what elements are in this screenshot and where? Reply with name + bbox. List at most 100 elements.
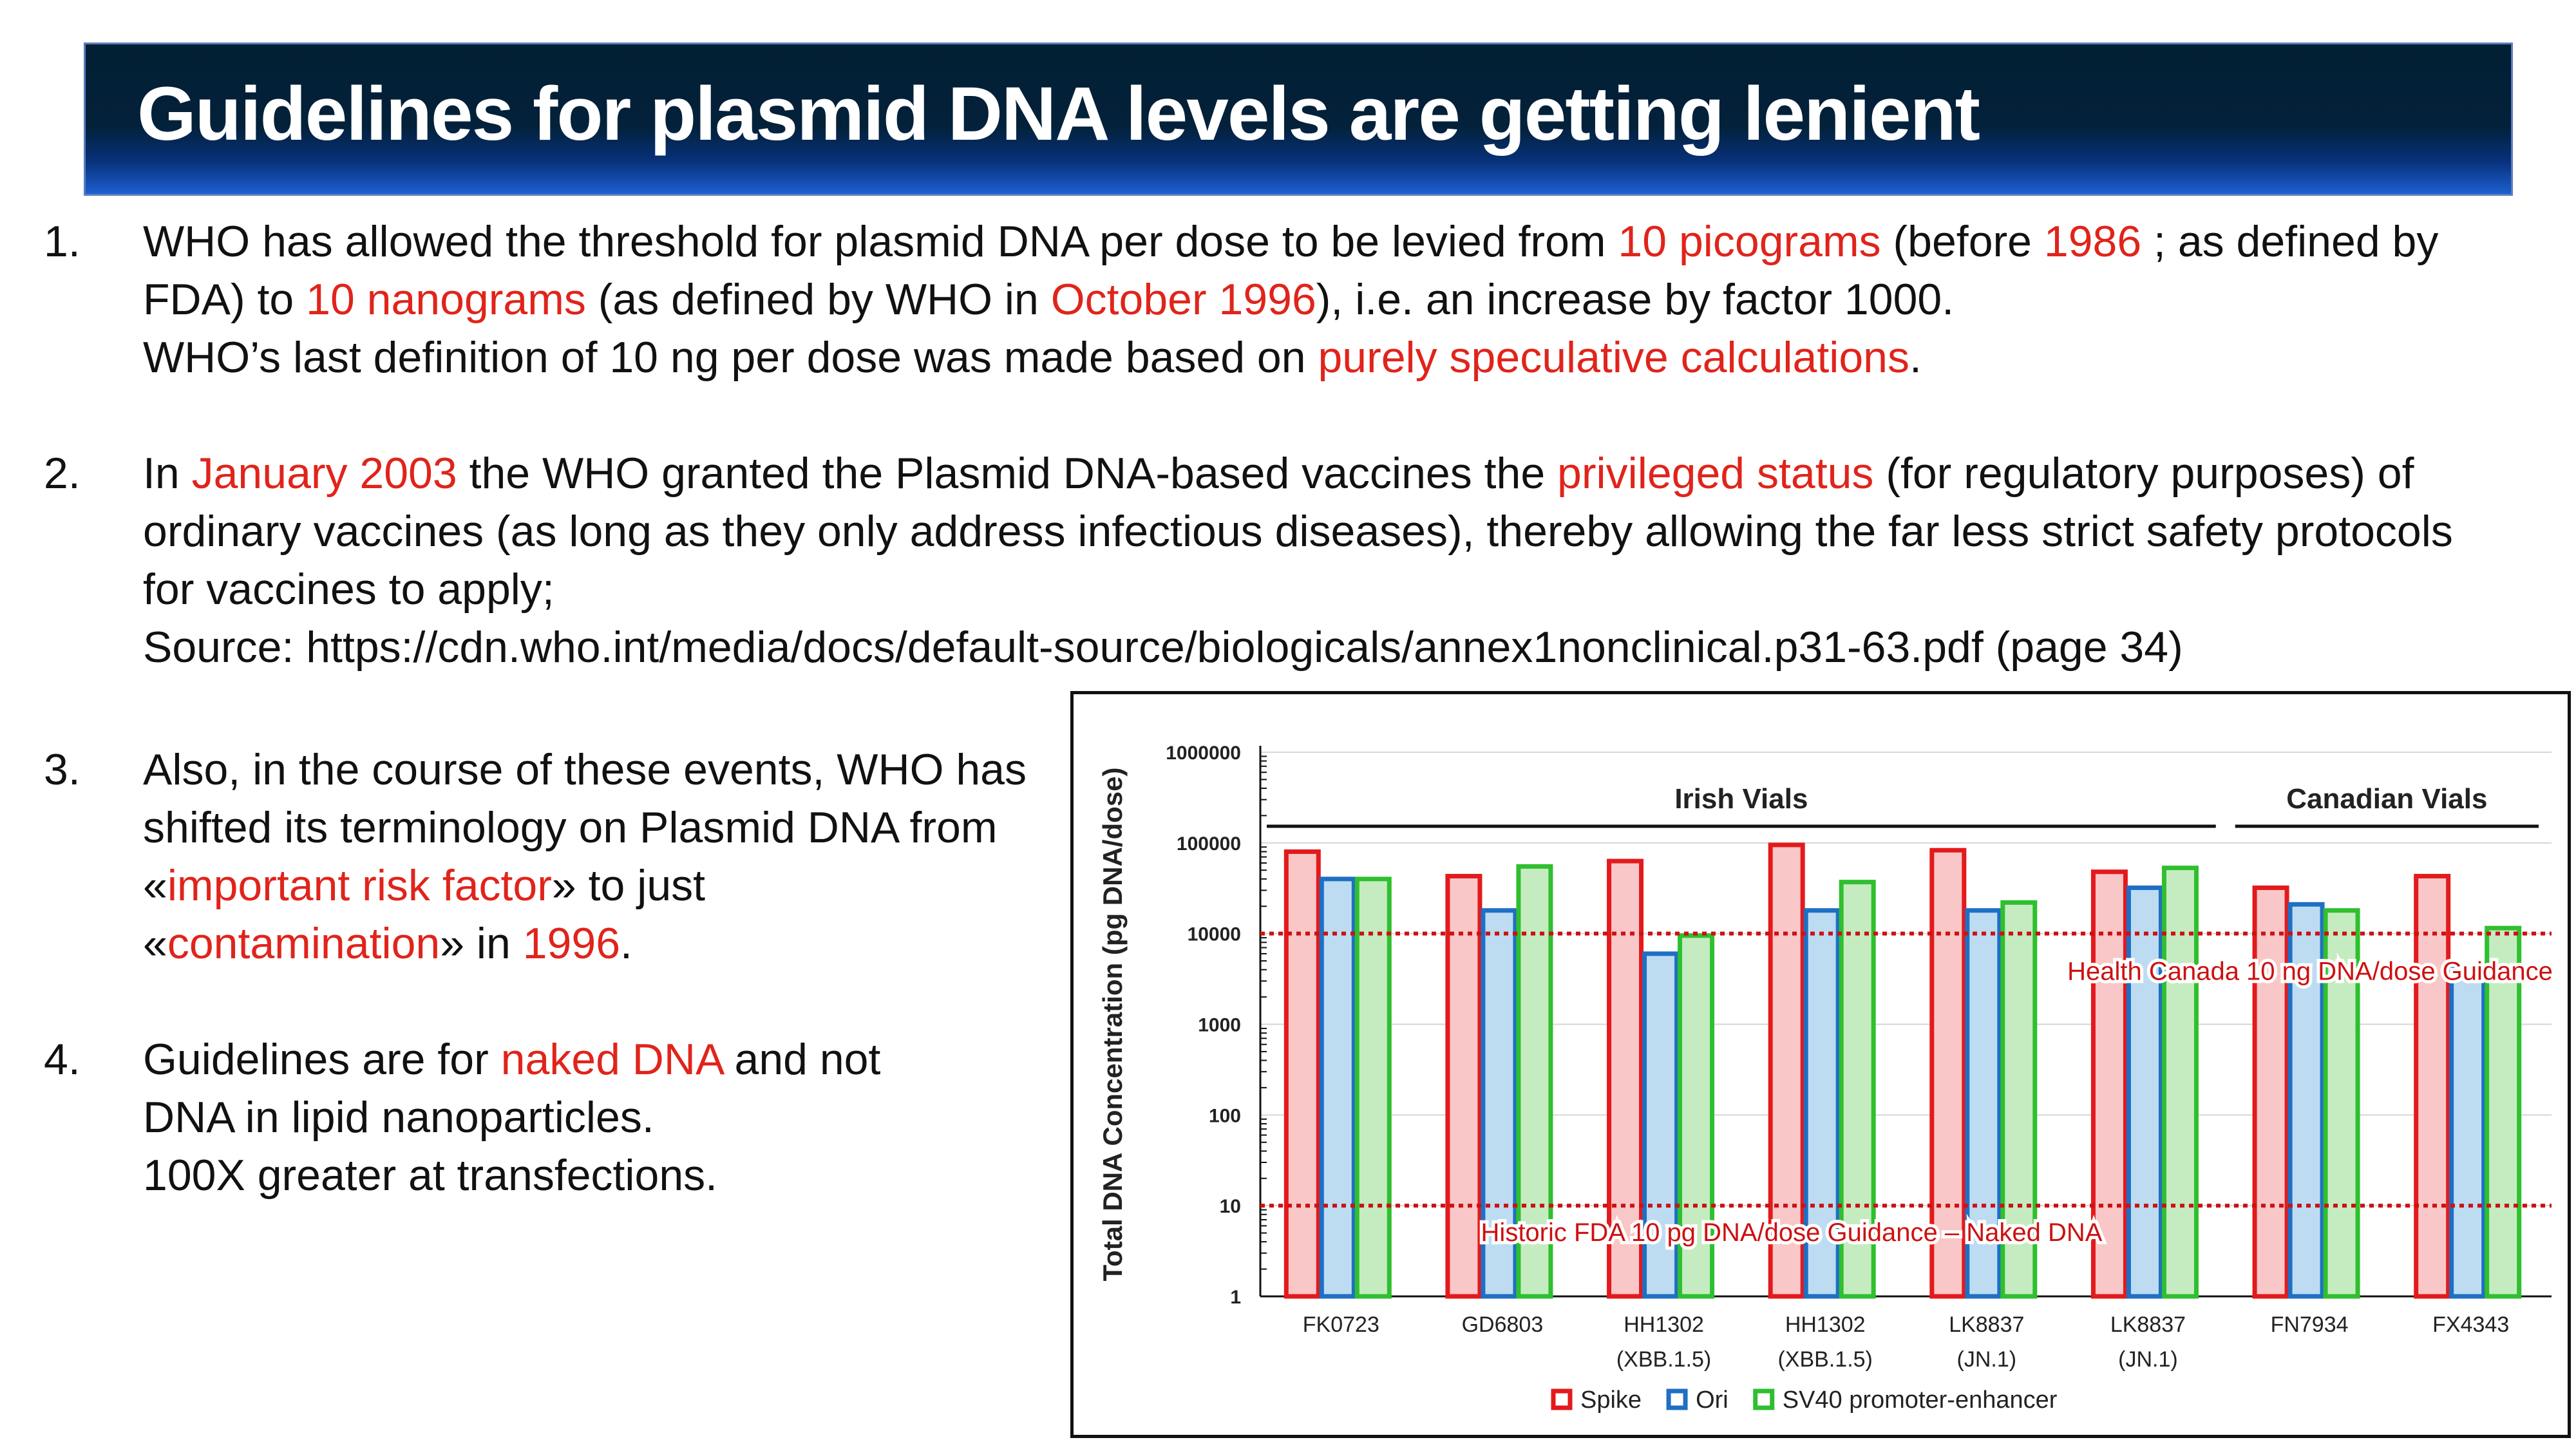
bar-ori (2449, 965, 2486, 1299)
bar-ori (1642, 951, 1680, 1299)
bar-spike (2414, 873, 2451, 1299)
text-segment: . (1909, 333, 1922, 382)
list-item-number: 3. (44, 745, 80, 794)
bar-sv40 (2161, 866, 2199, 1299)
text-segment: shifted its terminology on Plasmid DNA f… (143, 803, 998, 852)
y-tick-label: 1000 (1198, 1015, 1241, 1036)
list-item-line: FDA) to 10 nanograms (as defined by WHO … (143, 270, 1954, 328)
highlight-text: October 1996 (1050, 275, 1316, 324)
x-tick-label: FX4343 (2432, 1312, 2509, 1337)
list-item-number: 4. (44, 1035, 80, 1084)
list-item-line: 100X greater at transfections. (143, 1146, 717, 1204)
text-segment: for vaccines to apply; (143, 565, 554, 614)
reference-line-label: Health Canada 10 ng DNA/dose Guidance (2067, 958, 2553, 986)
text-segment: Also, in the course of these events, WHO… (143, 745, 1027, 794)
text-segment: ; as defined by (2141, 217, 2439, 266)
bar-ori (1965, 908, 2002, 1299)
bar-spike (2252, 886, 2289, 1299)
bar-sv40 (2323, 908, 2360, 1299)
y-tick-label: 100000 (1177, 833, 1241, 855)
chart-svg: 1 10 100 1000 10000 100000 1000000 Total DNA Co… (1097, 743, 2556, 1414)
text-segment: « (143, 861, 167, 910)
legend-swatch (1666, 1388, 1688, 1410)
y-tick-label: 1 (1230, 1287, 1241, 1308)
list-item-number: 1. (44, 217, 80, 266)
bar-sv40 (1678, 933, 1715, 1299)
list-item-line: «important risk factor» to just (143, 857, 705, 914)
bar-ori (1319, 876, 1356, 1299)
highlight-text: important risk factor (167, 861, 552, 910)
text-segment: In (143, 449, 192, 498)
list-item-number: 2. (44, 449, 80, 498)
highlight-text: 1996 (522, 919, 621, 968)
text-segment: Guidelines are for (143, 1035, 501, 1084)
dna-concentration-chart: 1 10 100 1000 10000 100000 1000000 Total DNA Co… (1070, 691, 2571, 1438)
x-tick-label: FK0723 (1303, 1312, 1379, 1337)
bar-ori (2287, 902, 2325, 1299)
text-segment: 100X greater at transfections. (143, 1151, 718, 1200)
bar-spike (1768, 842, 1805, 1299)
x-tick-label: HH1302 (1624, 1312, 1704, 1337)
y-axis-label: Total DNA Concentration (pg DNA/dose) (1097, 768, 1128, 1282)
bar-ori (1481, 908, 1518, 1299)
text-segment: » in (440, 919, 523, 968)
list-item-line: WHO has allowed the threshold for plasmi… (143, 213, 2438, 270)
bar-ori (1803, 908, 1841, 1299)
list-item-line: shifted its terminology on Plasmid DNA f… (143, 799, 998, 857)
highlight-text: privileged status (1557, 449, 1874, 498)
x-tick-label: (JN.1) (1957, 1347, 2017, 1372)
x-tick-label: (JN.1) (2118, 1347, 2178, 1372)
bar-spike (1929, 848, 1967, 1299)
text-segment: WHO has allowed the threshold for plasmi… (143, 217, 1618, 266)
list-item-line: DNA in lipid nanoparticles. (143, 1088, 654, 1146)
bar-sv40 (2485, 925, 2522, 1299)
text-segment: and not (722, 1035, 881, 1084)
title-banner: Guidelines for plasmid DNA levels are ge… (84, 43, 2513, 196)
highlight-text: naked DNA (500, 1035, 723, 1084)
y-tick-label: 1000000 (1166, 743, 1241, 764)
x-tick-label: FN7934 (2271, 1312, 2349, 1337)
highlight-text: 1986 (2043, 217, 2142, 266)
bar-sv40 (1839, 880, 1876, 1299)
bar-spike (1283, 849, 1321, 1299)
bar-spike (2090, 869, 2128, 1299)
x-tick-label: HH1302 (1785, 1312, 1866, 1337)
list-item-line: Source: https://cdn.who.int/media/docs/d… (143, 618, 2183, 676)
text-segment: ), i.e. an increase by factor 1000. (1316, 275, 1955, 324)
y-tick-label: 100 (1209, 1105, 1241, 1126)
page-title: Guidelines for plasmid DNA levels are ge… (137, 71, 1980, 156)
x-tick-label: LK8837 (1949, 1312, 2024, 1337)
bar-spike (1445, 873, 1482, 1299)
text-segment: Source: https://cdn.who.int/media/docs/d… (143, 623, 2183, 672)
list-item-line: «contamination» in 1996. (143, 914, 632, 972)
highlight-text: contamination (167, 919, 440, 968)
list-item-line: Also, in the course of these events, WHO… (143, 741, 1027, 799)
list-item-line: In January 2003 the WHO granted the Plas… (143, 444, 2414, 502)
x-tick-label: LK8837 (2110, 1312, 2186, 1337)
text-segment: the WHO granted the Plasmid DNA-based va… (457, 449, 1558, 498)
bar-sv40 (2000, 900, 2038, 1299)
group-label: Irish Vials (1674, 783, 1808, 815)
legend-label: SV40 promoter-enhancer (1783, 1387, 2058, 1414)
bar-ori (2126, 886, 2163, 1299)
y-tick-label: 10000 (1188, 924, 1241, 945)
bar-sv40 (1516, 864, 1553, 1299)
text-segment: ordinary vaccines (as long as they only … (143, 507, 2453, 556)
highlight-text: 10 nanograms (306, 275, 586, 324)
reference-line-label: Historic FDA 10 pg DNA/dose Guidance – N… (1481, 1218, 2103, 1247)
bar-sv40 (1354, 876, 1392, 1299)
text-segment: FDA) to (143, 275, 307, 324)
legend-label: Spike (1580, 1387, 1642, 1414)
text-segment: DNA in lipid nanoparticles. (143, 1093, 654, 1142)
legend-swatch (1551, 1388, 1573, 1410)
text-segment: . (620, 919, 632, 968)
x-tick-label: (XBB.1.5) (1616, 1347, 1711, 1372)
list-item-line: ordinary vaccines (as long as they only … (143, 502, 2453, 560)
list-item-line: Guidelines are for naked DNA and not (143, 1030, 880, 1088)
text-segment: (as defined by WHO in (585, 275, 1051, 324)
text-segment: (for regulatory purposes) of (1873, 449, 2414, 498)
text-segment: « (143, 919, 167, 968)
highlight-text: purely speculative calculations (1318, 333, 1909, 382)
text-segment: WHO’s last definition of 10 ng per dose … (143, 333, 1318, 382)
list-item-line: for vaccines to apply; (143, 560, 554, 618)
